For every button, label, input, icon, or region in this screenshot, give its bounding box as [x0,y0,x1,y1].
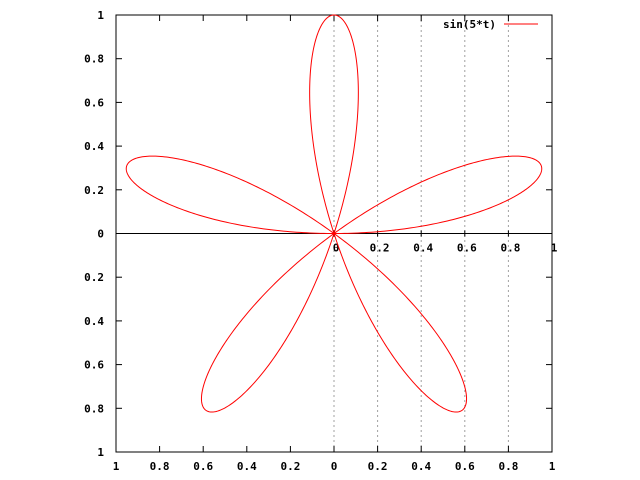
x-tick-label: 0.2 [280,460,300,473]
y-tick-label: 0.4 [84,140,104,153]
left-tick-labels: 1 0.8 0.6 0.4 0.2 0 0.2 0.4 0.6 0.8 1 [84,9,104,459]
series-line-sin-5t [125,14,543,413]
y-tick-label: 1 [97,446,104,459]
y-tick-label: 0.8 [84,402,104,415]
y-tick-label: 1 [97,9,104,22]
inner-tick-label: 0.4 [413,242,433,255]
x-tick-label: 0.6 [455,460,475,473]
x-tick-label: 1 [113,460,120,473]
legend-label: sin(5*t) [443,18,496,31]
x-tick-label: 0.8 [150,460,170,473]
x-tick-label: 1 [549,460,556,473]
y-tick-label: 0.6 [84,359,104,372]
y-tick-label: 0.2 [84,184,104,197]
x-tick-label: 0.6 [193,460,213,473]
y-tick-label: 0.4 [84,315,104,328]
y-tick-label: 0 [97,228,104,241]
x-tick-label: 0.4 [411,460,431,473]
inner-tick-label: 0.8 [500,242,520,255]
y-tick-label: 0.6 [84,96,104,109]
x-tick-label: 0.8 [498,460,518,473]
inner-tick-label: 0 [333,242,340,255]
inner-tick-label: 0.2 [370,242,390,255]
x-tick-label: 0 [331,460,338,473]
x-tick-label: 0.2 [368,460,388,473]
y-tick-label: 0.8 [84,53,104,66]
inner-tick-label: 0.6 [457,242,477,255]
x-tick-label: 0.4 [237,460,257,473]
inner-axis-tick-labels: 0 0.2 0.4 0.6 0.8 1 [333,242,558,255]
inner-tick-label: 1 [551,242,558,255]
y-tick-label: 0.2 [84,271,104,284]
legend: sin(5*t) [443,18,538,31]
bottom-tick-labels: 1 0.8 0.6 0.4 0.2 0 0.2 0.4 0.6 0.8 1 [113,460,556,473]
